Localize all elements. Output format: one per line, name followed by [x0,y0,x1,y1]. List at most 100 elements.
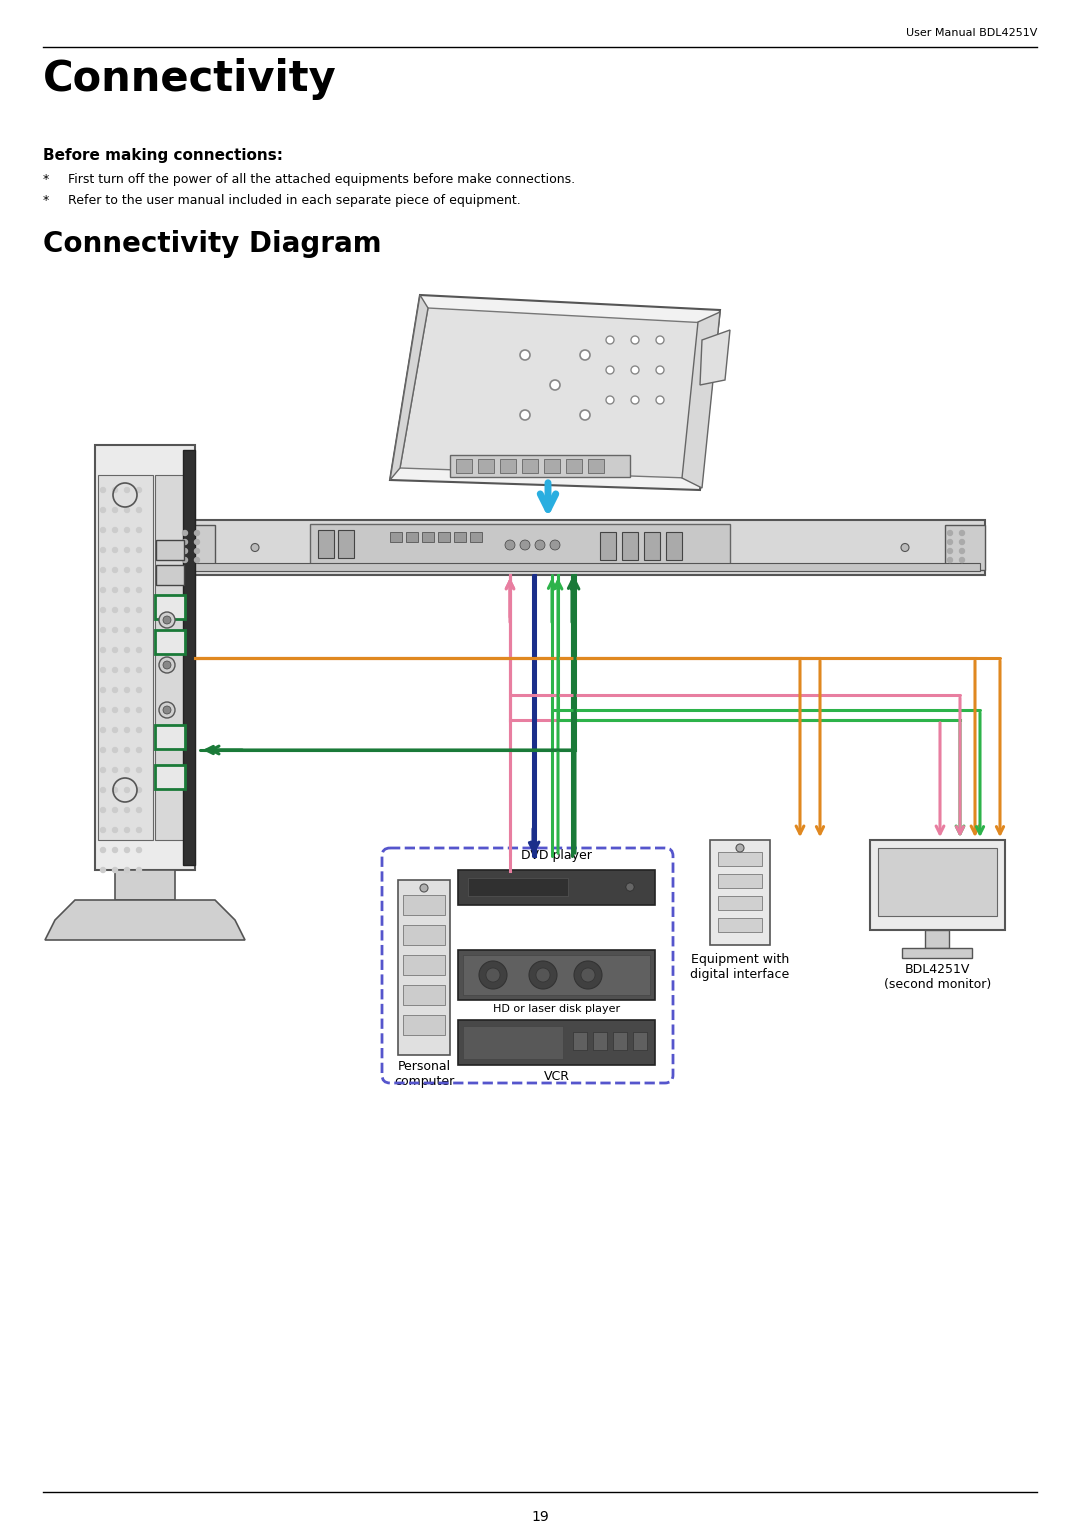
Bar [403,985,445,1005]
Text: (second monitor): (second monitor) [883,977,991,991]
Bar [95,444,195,870]
Circle shape [100,628,106,632]
Bar [478,460,494,473]
Circle shape [136,608,141,612]
Text: computer: computer [394,1075,454,1089]
Bar [710,840,770,945]
Circle shape [947,548,953,553]
Circle shape [183,539,188,545]
Bar [175,525,215,570]
Circle shape [100,867,106,872]
Circle shape [100,667,106,672]
Circle shape [100,707,106,713]
Bar [633,1032,647,1051]
Text: Connectivity Diagram: Connectivity Diagram [43,231,381,258]
Polygon shape [700,330,730,385]
Circle shape [136,828,141,832]
Circle shape [136,867,141,872]
Circle shape [124,808,130,812]
Circle shape [100,808,106,812]
Circle shape [580,411,590,420]
Circle shape [136,628,141,632]
Bar [403,925,445,945]
Circle shape [100,647,106,652]
Circle shape [100,768,106,773]
Bar [450,455,630,476]
Bar [406,531,418,542]
Circle shape [124,507,130,513]
Polygon shape [390,295,428,479]
Circle shape [163,661,171,669]
Bar [156,725,185,750]
Circle shape [136,707,141,713]
Circle shape [100,847,106,852]
Bar [593,1032,607,1051]
Circle shape [124,867,130,872]
Circle shape [100,748,106,753]
Bar [458,950,654,1000]
Circle shape [136,748,141,753]
Circle shape [112,727,118,733]
Circle shape [606,336,615,344]
Bar [183,450,195,864]
Bar [622,531,638,560]
Circle shape [631,336,639,344]
Bar [458,870,654,906]
Bar [338,530,354,557]
Circle shape [100,487,106,493]
Circle shape [959,557,964,562]
Text: User Manual BDL4251V: User Manual BDL4251V [906,27,1037,38]
Text: HD or laser disk player: HD or laser disk player [492,1003,620,1014]
Circle shape [959,539,964,545]
Circle shape [136,588,141,592]
Circle shape [529,960,557,989]
Circle shape [183,530,188,536]
Bar [403,1015,445,1035]
Bar [318,530,334,557]
Text: Connectivity: Connectivity [43,58,337,99]
Bar [600,531,616,560]
Circle shape [112,507,118,513]
Circle shape [100,687,106,693]
Circle shape [100,788,106,793]
Circle shape [194,530,200,536]
Circle shape [100,568,106,573]
Circle shape [112,588,118,592]
Polygon shape [681,312,720,489]
Bar [310,524,730,567]
Bar [98,475,153,840]
Circle shape [100,727,106,733]
Bar [403,954,445,976]
Bar [156,541,184,560]
Bar [500,460,516,473]
Text: *: * [43,173,50,186]
Bar [180,563,980,571]
Polygon shape [390,295,720,490]
Text: First turn off the power of all the attached equipments before make connections.: First turn off the power of all the atta… [68,173,576,186]
Circle shape [631,366,639,374]
Bar [156,765,185,789]
Circle shape [136,647,141,652]
Circle shape [535,541,545,550]
Text: 19: 19 [531,1510,549,1524]
Text: BDL4251V: BDL4251V [905,964,970,976]
Circle shape [136,507,141,513]
Bar [470,531,482,542]
Circle shape [112,527,118,533]
Bar [390,531,402,542]
Circle shape [550,380,561,389]
Circle shape [656,336,664,344]
Circle shape [124,487,130,493]
Circle shape [136,548,141,553]
Circle shape [183,548,188,553]
Circle shape [626,883,634,890]
Circle shape [124,687,130,693]
Circle shape [124,667,130,672]
Circle shape [947,539,953,545]
Bar [403,895,445,915]
Circle shape [124,628,130,632]
Circle shape [486,968,500,982]
Circle shape [959,530,964,536]
Bar [718,852,762,866]
Circle shape [124,707,130,713]
